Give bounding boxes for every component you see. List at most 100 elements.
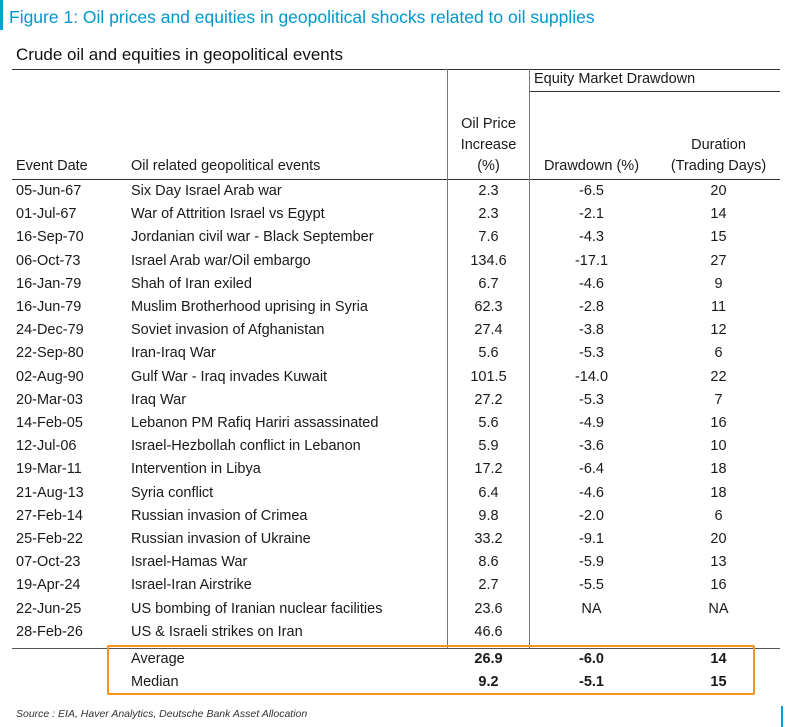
- cell-oil: 5.9: [478, 438, 499, 455]
- cell-duration: NA: [708, 600, 729, 617]
- table-row: 22-Sep-80 Iran-Iraq War 5.6 -5.3 6: [0, 342, 781, 365]
- cell-duration: 18: [710, 484, 727, 501]
- cell-drawdown: -4.3: [579, 229, 604, 246]
- group-rule: [529, 91, 780, 92]
- cell-date: 22-Sep-80: [16, 345, 84, 362]
- cell-event: Israel-Hamas War: [131, 554, 248, 571]
- cell-duration: 15: [710, 229, 727, 246]
- table-title: Crude oil and equities in geopolitical e…: [16, 45, 343, 64]
- table-row: 20-Mar-03 Iraq War 27.2 -5.3 7: [0, 389, 781, 412]
- summary-highlight-box: [107, 645, 755, 695]
- summary-oil: 9.2: [478, 674, 499, 690]
- header-oil-line1: Oil Price: [461, 116, 516, 132]
- header-oil-line2: Increase: [460, 137, 517, 153]
- cell-duration: 10: [710, 438, 727, 455]
- table-row: 01-Jul-67 War of Attrition Israel vs Egy…: [0, 203, 781, 226]
- cell-drawdown: -2.0: [579, 507, 604, 524]
- table-row: 22-Jun-25 US bombing of Iranian nuclear …: [0, 598, 781, 621]
- cell-oil: 2.3: [478, 183, 499, 199]
- cell-date: 16-Sep-70: [16, 229, 84, 246]
- cell-duration: 6: [714, 507, 723, 524]
- cell-date: 20-Mar-03: [16, 391, 83, 408]
- cell-date: 02-Aug-90: [16, 368, 84, 385]
- cell-event: Gulf War - Iraq invades Kuwait: [131, 368, 328, 385]
- table-row: 19-Apr-24 Israel-Iran Airstrike 2.7 -5.5…: [0, 574, 781, 597]
- table-row: 21-Aug-13 Syria conflict 6.4 -4.6 18: [0, 482, 781, 505]
- cell-drawdown: -2.8: [579, 299, 604, 315]
- summary-oil: 26.9: [474, 651, 503, 667]
- table-row: 16-Jun-79 Muslim Brotherhood uprising in…: [0, 296, 781, 319]
- cell-event: Shah of Iran exiled: [131, 275, 252, 292]
- table-row: 16-Sep-70 Jordanian civil war - Black Se…: [0, 226, 781, 249]
- cell-date: 21-Aug-13: [16, 484, 84, 501]
- cell-duration: 14: [710, 206, 727, 223]
- cell-oil: 62.3: [474, 299, 503, 315]
- cell-event: Russian invasion of Ukraine: [131, 531, 311, 547]
- header-duration-line2: (Trading Days): [670, 158, 767, 174]
- header-drawdown: Drawdown (%): [543, 158, 640, 174]
- summary-drawdown: -6.0: [579, 651, 604, 667]
- header-oil-line3: (%): [477, 158, 500, 174]
- group-header: Equity Market Drawdown: [534, 71, 696, 87]
- cell-duration: 27: [710, 252, 727, 269]
- cell-event: Jordanian civil war - Black September: [131, 229, 374, 246]
- cell-oil: 7.6: [478, 229, 499, 246]
- cell-date: 16-Jan-79: [16, 275, 82, 292]
- table-row: 19-Mar-11 Intervention in Libya 17.2 -6.…: [0, 458, 781, 481]
- cell-event: Syria conflict: [131, 484, 214, 501]
- cell-date: 22-Jun-25: [16, 600, 82, 617]
- cell-oil: 5.6: [478, 345, 499, 362]
- cell-drawdown: -5.3: [579, 391, 604, 408]
- summary-rule: [12, 648, 780, 649]
- table-row: 28-Feb-26 US & Israeli strikes on Iran 4…: [0, 621, 781, 644]
- cell-date: 07-Oct-23: [16, 554, 81, 571]
- cell-event: Iran-Iraq War: [131, 345, 216, 362]
- cell-date: 14-Feb-05: [16, 415, 83, 431]
- header-oil-price: Oil Price Increase (%): [451, 114, 526, 177]
- cell-event: Six Day Israel Arab war: [131, 183, 282, 199]
- cell-date: 19-Apr-24: [16, 577, 81, 594]
- cell-date: 24-Dec-79: [16, 322, 84, 339]
- cell-duration: 12: [710, 322, 727, 339]
- cell-drawdown: -6.5: [579, 183, 604, 199]
- summary-row-average: Average 26.9 -6.0 14: [0, 648, 781, 671]
- cell-oil: 2.7: [478, 577, 499, 594]
- cell-drawdown: -9.1: [579, 531, 604, 547]
- table-row: 25-Feb-22 Russian invasion of Ukraine 33…: [0, 528, 781, 551]
- table-row: 07-Oct-23 Israel-Hamas War 8.6 -5.9 13: [0, 551, 781, 574]
- cell-oil: 134.6: [470, 252, 507, 269]
- cell-oil: 9.8: [478, 507, 499, 524]
- cell-duration: 7: [714, 391, 723, 408]
- header-event-date: Event Date: [16, 158, 88, 174]
- cell-oil: 27.4: [474, 322, 503, 339]
- cell-date: 05-Jun-67: [16, 183, 82, 199]
- cell-drawdown: -3.8: [579, 322, 604, 339]
- header-rule: [12, 179, 780, 180]
- summary-duration: 14: [710, 651, 727, 667]
- cell-oil: 17.2: [474, 461, 503, 478]
- figure-title: Figure 1: Oil prices and equities in geo…: [9, 7, 595, 27]
- cell-duration: 16: [710, 577, 727, 594]
- cell-date: 28-Feb-26: [16, 623, 83, 640]
- table-row: 16-Jan-79 Shah of Iran exiled 6.7 -4.6 9: [0, 273, 781, 296]
- summary-label: Median: [131, 674, 179, 690]
- cell-oil: 46.6: [474, 623, 503, 640]
- table-row: 06-Oct-73 Israel Arab war/Oil embargo 13…: [0, 250, 781, 273]
- cell-event: Lebanon PM Rafiq Hariri assassinated: [131, 415, 379, 431]
- header-duration: Duration (Trading Days): [660, 135, 777, 177]
- cell-duration: 20: [710, 531, 727, 547]
- cell-event: Intervention in Libya: [131, 461, 261, 478]
- summary-drawdown: -5.1: [579, 674, 604, 690]
- accent-bar-bottom: [781, 706, 783, 727]
- cell-event: US bombing of Iranian nuclear facilities: [131, 600, 383, 617]
- cell-duration: 22: [710, 368, 727, 385]
- cell-oil: 27.2: [474, 391, 503, 408]
- cell-event: Russian invasion of Crimea: [131, 507, 308, 524]
- table-row: 05-Jun-67 Six Day Israel Arab war 2.3 -6…: [0, 180, 781, 203]
- cell-event: Israel Arab war/Oil embargo: [131, 252, 311, 269]
- cell-event: Israel-Hezbollah conflict in Lebanon: [131, 438, 361, 455]
- cell-oil: 5.6: [478, 415, 499, 431]
- summary-label: Average: [131, 651, 185, 667]
- cell-oil: 8.6: [478, 554, 499, 571]
- cell-oil: 6.4: [478, 484, 499, 501]
